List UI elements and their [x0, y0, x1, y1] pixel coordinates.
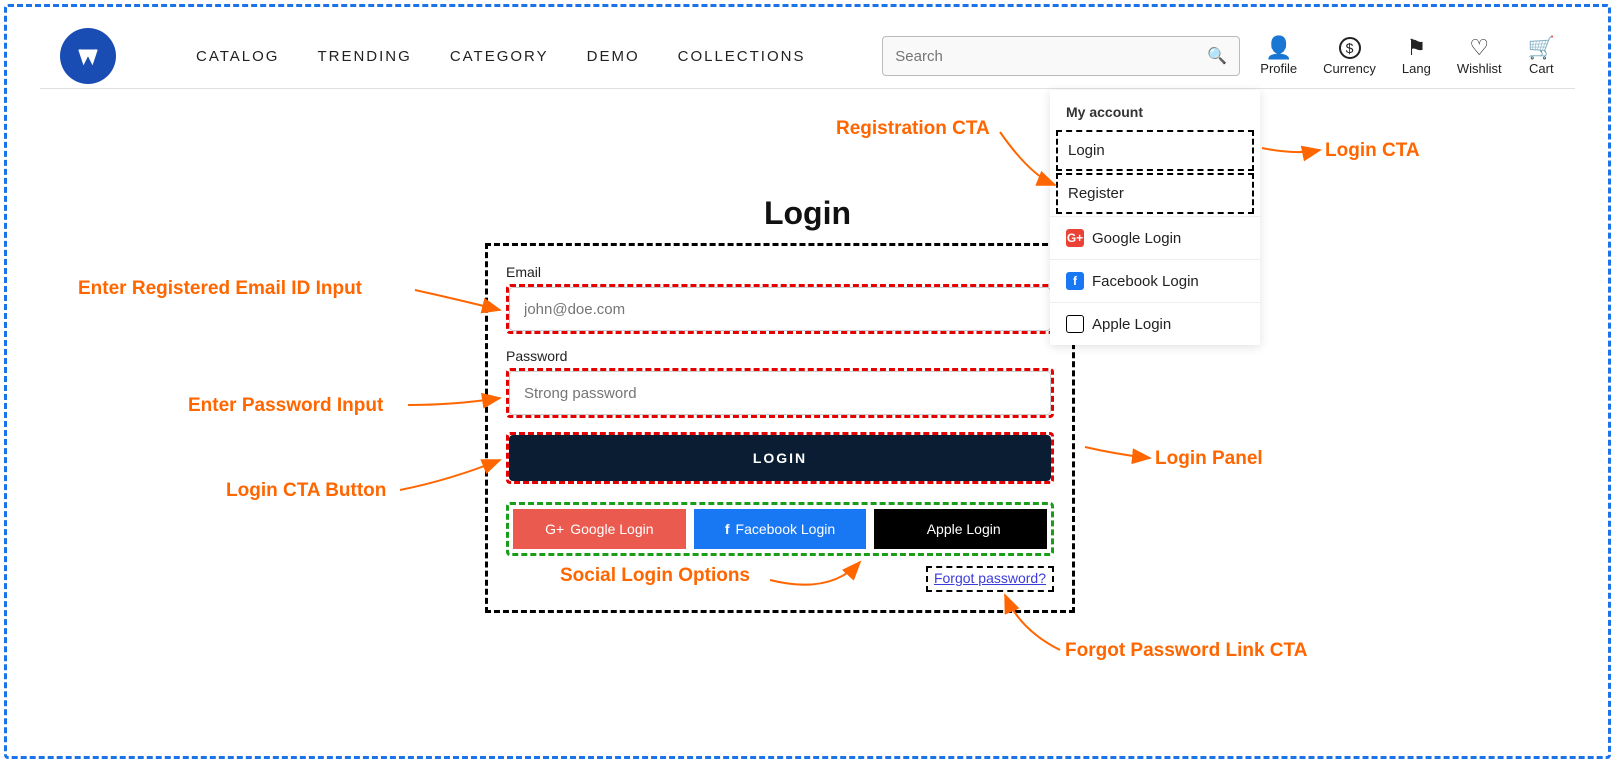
wishlist-link[interactable]: ♡ Wishlist	[1457, 37, 1502, 76]
dropdown-register-highlight: Register	[1056, 173, 1254, 214]
login-panel: Email Password LOGIN G+ Google Login f Fac…	[485, 243, 1075, 613]
apple-login-button[interactable]: Apple Login	[874, 509, 1047, 549]
nav-trending[interactable]: TRENDING	[317, 48, 411, 65]
facebook-icon: f	[725, 521, 730, 537]
google-plus-icon: G+	[545, 521, 564, 537]
anno-login-cta: Login CTA	[1325, 140, 1420, 162]
dropdown-facebook-label: Facebook Login	[1092, 273, 1199, 290]
login-button-highlight: LOGIN	[506, 432, 1054, 484]
apple-login-label: Apple Login	[927, 521, 1001, 537]
search-icon[interactable]: 🔍	[1207, 46, 1227, 66]
password-input-highlight	[506, 368, 1054, 418]
header-divider	[40, 88, 1575, 89]
login-button[interactable]: LOGIN	[509, 435, 1051, 481]
search-input[interactable]	[895, 48, 1207, 65]
google-login-label: Google Login	[570, 521, 653, 537]
anno-password-input: Enter Password Input	[188, 395, 383, 417]
dropdown-login-highlight: Login	[1056, 130, 1254, 171]
logo-glyph-icon	[75, 43, 101, 69]
dropdown-title: My account	[1050, 90, 1260, 128]
login-title: Login	[0, 195, 1615, 232]
email-input-highlight	[506, 284, 1054, 334]
anno-login-button: Login CTA Button	[226, 480, 386, 502]
dropdown-register[interactable]: Register	[1058, 175, 1252, 212]
dropdown-apple-label: Apple Login	[1092, 316, 1171, 333]
social-login-highlight: G+ Google Login f Facebook Login Apple Log…	[506, 502, 1054, 556]
profile-label: Profile	[1260, 61, 1297, 76]
anno-registration-cta: Registration CTA	[836, 118, 990, 140]
header: CATALOG TRENDING CATEGORY DEMO COLLECTIO…	[60, 28, 1555, 84]
facebook-login-label: Facebook Login	[736, 521, 836, 537]
flag-icon: ⚑	[1406, 37, 1426, 59]
password-input[interactable]	[509, 371, 1051, 415]
currency-link[interactable]: $ Currency	[1323, 37, 1376, 76]
search-box[interactable]: 🔍	[882, 36, 1240, 76]
anno-login-panel: Login Panel	[1155, 448, 1263, 470]
forgot-password-link[interactable]: Forgot password?	[934, 570, 1046, 586]
currency-icon: $	[1339, 37, 1361, 59]
main-nav: CATALOG TRENDING CATEGORY DEMO COLLECTIO…	[196, 48, 805, 65]
social-login-row: G+ Google Login f Facebook Login Apple Log…	[513, 509, 1047, 549]
dropdown-login[interactable]: Login	[1058, 132, 1252, 169]
logo	[60, 28, 116, 84]
nav-collections[interactable]: COLLECTIONS	[678, 48, 806, 65]
header-icon-group: 👤 Profile $ Currency ⚑ Lang ♡ Wishlist 🛒 Cart	[1260, 37, 1555, 76]
email-label: Email	[506, 264, 1054, 280]
apple-icon	[1066, 315, 1084, 333]
facebook-login-button[interactable]: f Facebook Login	[694, 509, 867, 549]
email-input[interactable]	[509, 287, 1051, 331]
google-plus-icon: G+	[1066, 229, 1084, 247]
dropdown-facebook[interactable]: f Facebook Login	[1050, 259, 1260, 302]
cart-label: Cart	[1529, 61, 1554, 76]
nav-catalog[interactable]: CATALOG	[196, 48, 279, 65]
forgot-password-highlight: Forgot password?	[926, 566, 1054, 592]
dropdown-google-label: Google Login	[1092, 230, 1181, 247]
cart-link[interactable]: 🛒 Cart	[1528, 37, 1555, 76]
nav-demo[interactable]: DEMO	[587, 48, 640, 65]
profile-link[interactable]: 👤 Profile	[1260, 37, 1297, 76]
cart-icon: 🛒	[1528, 37, 1555, 59]
account-dropdown: My account Login Register G+ Google Login…	[1050, 90, 1260, 345]
dropdown-apple[interactable]: Apple Login	[1050, 302, 1260, 345]
anno-forgot-link: Forgot Password Link CTA	[1065, 640, 1307, 662]
anno-social-options: Social Login Options	[560, 565, 750, 587]
dropdown-google[interactable]: G+ Google Login	[1050, 216, 1260, 259]
nav-category[interactable]: CATEGORY	[450, 48, 549, 65]
currency-label: Currency	[1323, 61, 1376, 76]
wishlist-label: Wishlist	[1457, 61, 1502, 76]
lang-link[interactable]: ⚑ Lang	[1402, 37, 1431, 76]
profile-icon: 👤	[1265, 37, 1292, 59]
password-label: Password	[506, 348, 1054, 364]
lang-label: Lang	[1402, 61, 1431, 76]
anno-email-input: Enter Registered Email ID Input	[78, 278, 362, 300]
google-login-button[interactable]: G+ Google Login	[513, 509, 686, 549]
heart-icon: ♡	[1469, 37, 1489, 59]
facebook-icon: f	[1066, 272, 1084, 290]
